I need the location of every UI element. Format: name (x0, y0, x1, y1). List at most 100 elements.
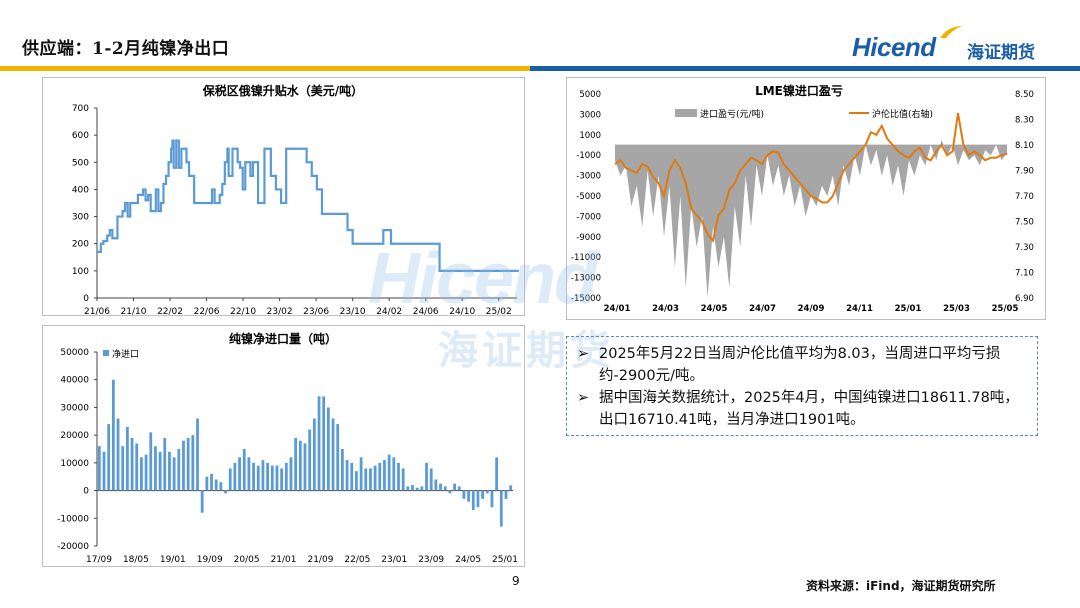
net-import-bar (383, 460, 386, 491)
net-import-bar (228, 468, 232, 491)
net-import-bar (107, 424, 111, 491)
commentary-item: ➢ 2025年5月22日当周沪伦比值平均为8.03，当周进口平均亏损约-2900… (577, 343, 1029, 387)
net-import-bar (504, 490, 508, 499)
bullet-arrow-icon: ➢ (577, 390, 590, 406)
x-tick-label: 24/03 (652, 304, 679, 314)
y-tick-label: 5000 (579, 90, 601, 100)
net-import-bar (233, 462, 237, 491)
y-tick-label: 700 (72, 104, 89, 114)
net-import-bar (476, 490, 480, 508)
page-title: 供应端：1-2月纯镍净出口 (22, 39, 230, 59)
y2-tick-label: 8.50 (1015, 90, 1034, 100)
premium-chart-panel: 保税区俄镍升贴水（美元/吨） 0 100 200 300 400 500 600 700 21/0… (42, 77, 525, 317)
net-import-bar (443, 486, 447, 491)
y2-tick-label: 7.30 (1015, 243, 1034, 253)
commentary-box: ➢ 2025年5月22日当周沪伦比值平均为8.03，当周进口平均亏损约-2900… (566, 336, 1038, 436)
y2-tick-label: 8.10 (1015, 141, 1034, 151)
y-tick-label: 0 (83, 487, 89, 497)
net-import-bar (425, 462, 428, 491)
net-import-bar (242, 449, 246, 491)
logo-swoosh-icon (940, 26, 962, 38)
x-tick-label: 18/05 (123, 555, 149, 565)
net-import-bar (97, 446, 101, 491)
net-import-bar (387, 454, 391, 491)
x-tick-label: 24/06 (413, 307, 439, 315)
net-import-bar (350, 462, 354, 491)
net-import-bar (200, 490, 204, 513)
x-tick-label: 23/09 (418, 555, 444, 565)
net-import-bar (172, 457, 176, 491)
y-tick-label: -15000 (571, 294, 601, 304)
net-import-bar (205, 476, 209, 491)
net-import-bar (308, 429, 312, 491)
net-import-bar (298, 440, 302, 491)
x-tick-label: 25/05 (992, 304, 1019, 314)
net-import-bar (340, 449, 344, 491)
x-tick-label: 23/10 (340, 307, 366, 315)
y-tick-label: 500 (72, 158, 89, 168)
legend-label: 净进口 (112, 348, 139, 360)
net-import-bar (238, 457, 241, 491)
net-import-bar (125, 426, 129, 491)
x-tick-label: 25/02 (486, 307, 512, 315)
lme-import-chart-panel: LME镍进口盈亏 5000 3000 1000 -1000 -3000 -5000 -7000… (566, 77, 1046, 320)
net-import-bar (247, 457, 251, 491)
net-import-bar (322, 396, 326, 491)
commentary-item: ➢ 据中国海关数据统计，2025年4月，中国纯镍进口18611.78吨，出口16… (577, 387, 1029, 431)
y-tick-label: 200 (72, 240, 89, 250)
net-import-bar (121, 446, 125, 491)
net-import-bar (144, 454, 148, 491)
y2-tick-label: 7.70 (1015, 192, 1034, 202)
x-tick-label: 25/03 (943, 304, 970, 314)
lme-import-chart: LME镍进口盈亏 5000 3000 1000 -1000 -3000 -5000 -7000… (571, 83, 1034, 314)
net-import-bar (116, 418, 120, 491)
net-import-bar (415, 487, 419, 491)
net-import-bar (303, 443, 307, 491)
x-tick-label: 24/02 (376, 307, 402, 315)
y-tick-label: 50000 (60, 348, 89, 358)
y-tick-label: 40000 (60, 376, 89, 386)
net-import-bar (490, 490, 494, 508)
net-import-bar (102, 451, 106, 491)
net-import-chart-panel: 纯镍净进口量（吨） -20000 -10000 0 10000 20000 30000 400… (42, 325, 525, 567)
legend-swatch (103, 350, 109, 356)
y-tick-label: -13000 (571, 274, 601, 284)
net-import-bar (345, 460, 349, 491)
net-import-bar (191, 435, 195, 491)
x-tick-label: 24/01 (604, 304, 631, 314)
premium-chart: 保税区俄镍升贴水（美元/吨） 0 100 200 300 400 500 600 700 21/0… (72, 83, 519, 317)
net-import-bar (256, 465, 260, 491)
x-tick-label: 21/06 (84, 307, 110, 315)
x-tick-label: 23/06 (303, 307, 329, 315)
premium-series-line (97, 139, 519, 272)
net-import-bar (149, 432, 153, 491)
net-import-bar (219, 482, 223, 491)
y-tick-label: -9000 (576, 233, 601, 243)
chart-title: LME镍进口盈亏 (755, 83, 843, 98)
net-import-bar (289, 457, 293, 491)
shfe-lme-ratio-line (614, 112, 1008, 243)
commentary-text: 2025年5月22日当周沪伦比值平均为8.03，当周进口平均亏损约-2900元/… (599, 346, 1001, 384)
x-tick-label: 24/07 (749, 304, 776, 314)
x-tick-label: 17/09 (86, 555, 112, 565)
net-import-bar (270, 465, 274, 491)
y-tick-label: -5000 (576, 192, 601, 202)
y-tick-label: -11000 (571, 253, 601, 263)
net-import-bar (509, 485, 513, 491)
x-tick-label: 25/01 (492, 555, 518, 565)
net-import-bar (420, 486, 424, 491)
net-import-bar (369, 468, 372, 491)
legend-label: 进口盈亏(元/吨) (700, 108, 764, 120)
net-import-bar (462, 490, 466, 499)
company-logo: Hicend 海证期货 (852, 26, 1062, 66)
x-tick-label: 22/06 (194, 307, 220, 315)
net-import-bar (196, 418, 199, 491)
x-tick-label: 21/01 (271, 555, 297, 565)
y2-tick-label: 7.50 (1015, 218, 1034, 228)
net-import-bar (224, 490, 227, 494)
bullet-arrow-icon: ➢ (577, 346, 590, 362)
y-tick-label: 300 (72, 213, 89, 223)
net-import-bar (364, 468, 368, 491)
net-import-bar (336, 424, 340, 491)
net-import-bar (182, 440, 185, 491)
